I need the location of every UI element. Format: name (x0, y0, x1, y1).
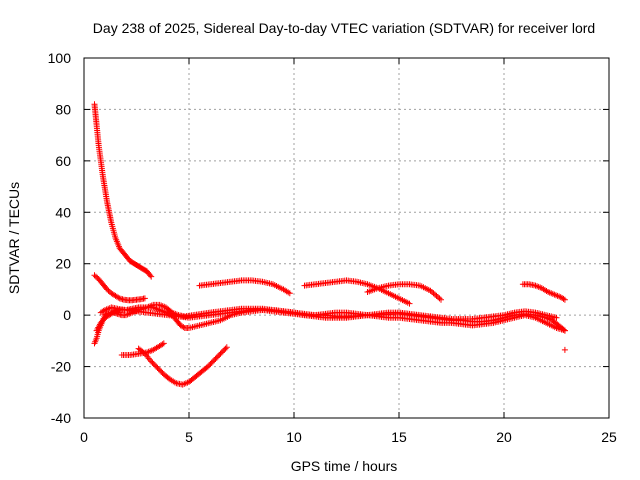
data-point (286, 290, 293, 297)
data-point (155, 366, 162, 373)
data-point (159, 341, 166, 348)
y-axis-label: SDTVAR / TECUs (6, 182, 22, 294)
x-tick-label: 25 (601, 429, 617, 445)
plot-frame (83, 57, 610, 419)
data-point (216, 352, 223, 358)
data-point (211, 357, 218, 364)
series-track-10 (364, 281, 444, 303)
data-point (217, 350, 224, 357)
data-point (149, 359, 156, 366)
data-point (180, 324, 187, 331)
grid-lines (84, 58, 609, 418)
data-point (147, 272, 154, 279)
data-point (204, 363, 211, 370)
series-track-2 (91, 272, 148, 304)
data-point (221, 346, 228, 353)
axis-ticks (83, 57, 610, 419)
data-point (218, 349, 225, 356)
data-point (213, 354, 220, 361)
data-point (553, 314, 560, 321)
data-point (115, 294, 122, 301)
series-track-11 (519, 281, 568, 303)
chart-title: Day 238 of 2025, Sidereal Day-to-day VTE… (93, 20, 595, 36)
data-point (148, 358, 155, 365)
x-tick-label: 15 (391, 429, 407, 445)
data-point (206, 362, 213, 369)
data-point (223, 344, 230, 351)
y-tick-label: 60 (55, 153, 71, 169)
data-point (150, 361, 157, 367)
y-tick-label: 0 (63, 307, 71, 323)
data-point (560, 295, 567, 302)
data-series (91, 101, 568, 388)
x-tick-label: 5 (185, 429, 193, 445)
data-point (214, 353, 221, 360)
data-point (160, 340, 167, 347)
data-point (220, 348, 227, 355)
data-point (561, 296, 568, 303)
data-point (148, 273, 155, 280)
data-point (157, 367, 164, 374)
data-point (406, 300, 413, 307)
data-point (208, 359, 215, 366)
data-point (154, 364, 161, 371)
data-point (100, 307, 107, 314)
series-track-8 (196, 277, 293, 297)
data-point (140, 349, 147, 356)
y-tick-label: 20 (55, 256, 71, 272)
y-tick-label: 80 (55, 101, 71, 117)
series-track-5 (97, 304, 568, 334)
data-point (141, 295, 148, 302)
data-point (561, 327, 568, 334)
series-track-1 (91, 101, 155, 280)
data-point (153, 363, 160, 370)
data-point (104, 286, 111, 293)
data-point (209, 358, 216, 365)
y-tick-label: 40 (55, 204, 71, 220)
x-tick-label: 0 (80, 429, 88, 445)
y-tick-label: -40 (51, 410, 71, 426)
series-track-7 (135, 344, 230, 388)
data-point (561, 346, 568, 353)
data-point (92, 273, 99, 280)
series-track-12 (561, 346, 568, 353)
data-point (438, 296, 444, 303)
data-point (158, 368, 165, 375)
x-axis-label: GPS time / hours (291, 458, 398, 474)
y-tick-label: 100 (48, 50, 72, 66)
data-point (91, 272, 98, 279)
data-point (222, 345, 229, 352)
data-point (207, 361, 214, 367)
data-point (105, 287, 112, 294)
axis-tick-labels: 0 5 10 15 20 25 -40 -20 0 20 40 60 80 100 (48, 50, 617, 445)
x-tick-label: 10 (286, 429, 302, 445)
data-point (151, 362, 158, 369)
y-tick-label: -20 (51, 359, 71, 375)
x-tick-label: 20 (496, 429, 512, 445)
data-point (212, 355, 219, 362)
